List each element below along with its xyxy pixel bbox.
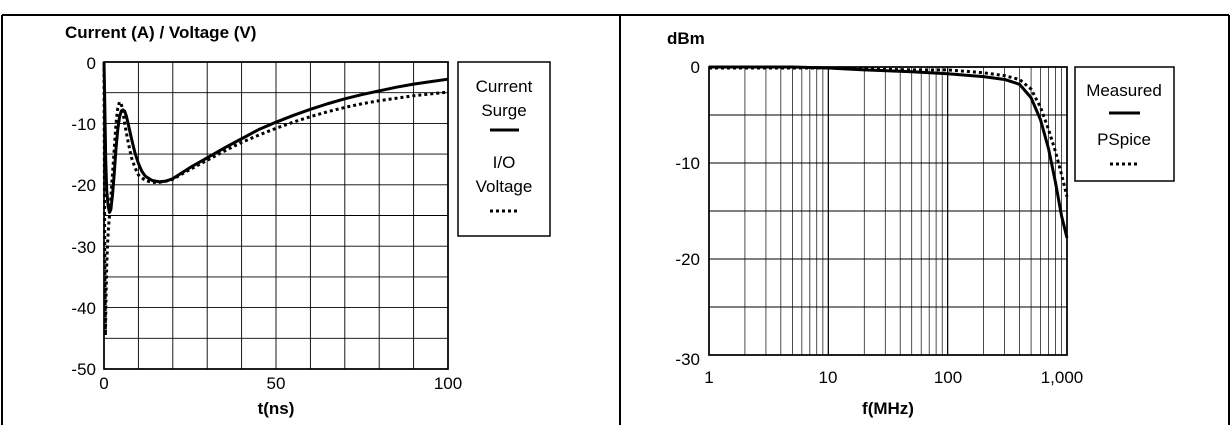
left-x-axis: 0 50 100 (99, 374, 462, 393)
left-xtick-label: 50 (267, 374, 286, 393)
right-plot-border (708, 66, 1068, 356)
right-legend: Measured PSpice (1074, 66, 1175, 182)
right-ytick-label: -20 (675, 250, 700, 269)
left-ytick-label: -10 (71, 115, 96, 134)
legend-label-current: Current (476, 77, 533, 96)
left-ytick-label: -40 (71, 299, 96, 318)
legend-label-measured: Measured (1086, 81, 1162, 100)
legend-label-io: I/O (493, 153, 516, 172)
right-grid (709, 67, 1067, 355)
left-legend-box (457, 61, 551, 237)
left-ytick-label: -50 (71, 360, 96, 379)
right-chart-title: dBm (667, 29, 705, 48)
left-y-axis: 0 -10 -20 -30 -40 -50 (71, 54, 96, 379)
legend-label-voltage: Voltage (476, 177, 533, 196)
left-xtick-label: 0 (99, 374, 108, 393)
io-voltage-line (102, 61, 449, 337)
right-y-axis: 0 -10 -20 -30 (675, 58, 700, 369)
left-ytick-label: 0 (87, 54, 96, 73)
left-legend: Current Surge I/O Voltage (457, 61, 551, 237)
left-x-axis-label: t(ns) (258, 399, 295, 418)
left-series-layer (102, 61, 449, 337)
left-plot-border (103, 61, 449, 370)
right-x-axis-label: f(MHz) (862, 399, 914, 418)
current-voltage-chart: Current (A) / Voltage (V) 0 -10 -20 -30 … (65, 23, 551, 418)
current-surge-line (102, 61, 449, 214)
right-xtick-label: 100 (934, 368, 962, 387)
right-legend-box (1074, 66, 1175, 182)
right-xtick-label: 10 (819, 368, 838, 387)
left-grid (104, 62, 448, 369)
right-xtick-label: 1,000 (1041, 368, 1084, 387)
left-ytick-label: -20 (71, 176, 96, 195)
right-xtick-label: 1 (704, 368, 713, 387)
left-xtick-label: 100 (434, 374, 462, 393)
legend-label-pspice: PSpice (1097, 130, 1151, 149)
right-ytick-label: -30 (675, 350, 700, 369)
left-chart-title: Current (A) / Voltage (V) (65, 23, 256, 42)
right-x-axis: 1 10 100 1,000 (704, 368, 1083, 387)
legend-label-surge: Surge (481, 101, 526, 120)
left-ytick-label: -30 (71, 238, 96, 257)
right-ytick-label: 0 (691, 58, 700, 77)
right-ytick-label: -10 (675, 154, 700, 173)
figure-frame (1, 14, 1230, 425)
frequency-response-chart: dBm 0 -10 -20 -30 1 10 100 1,000 f(MHz) (667, 29, 1175, 418)
